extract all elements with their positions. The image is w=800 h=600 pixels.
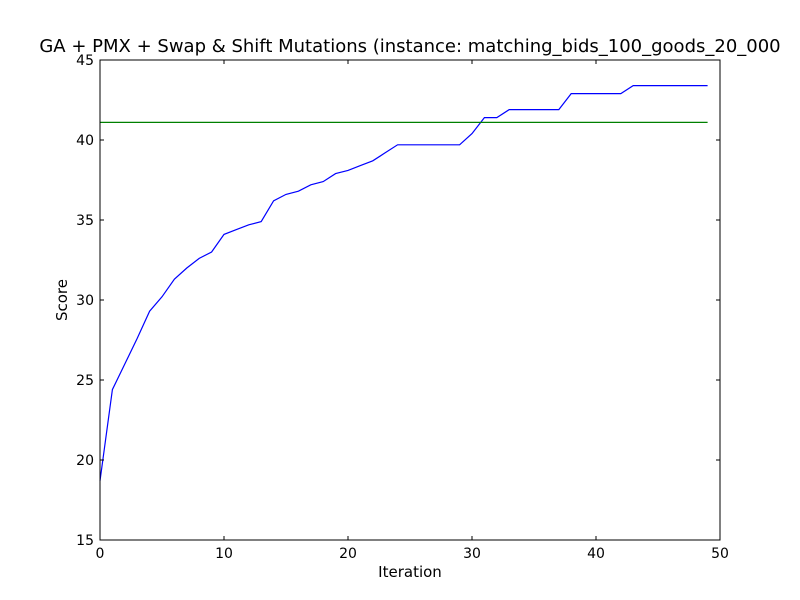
- ticks-layer: 0 10 20 30 40 50 15 20 25 30 35 40 45: [76, 53, 729, 562]
- plot-frame: [99, 59, 721, 541]
- x-tick-label: 10: [215, 546, 233, 562]
- y-tick-label: 40: [76, 133, 94, 149]
- chart-title: GA + PMX + Swap & Shift Mutations (insta…: [39, 36, 780, 57]
- x-tick-label: 20: [339, 546, 357, 562]
- y-axis-label: Score: [53, 279, 71, 321]
- y-tick-label: 15: [76, 533, 94, 549]
- x-tick-label: 40: [587, 546, 605, 562]
- series-line-1: [99, 84, 708, 481]
- y-tick-label: 35: [76, 213, 94, 229]
- x-tick-label: 50: [711, 546, 729, 562]
- series-layer: [99, 84, 708, 481]
- y-tick-label: 30: [76, 293, 94, 309]
- x-tick-label: 30: [463, 546, 481, 562]
- x-axis-label: Iteration: [378, 563, 442, 581]
- x-tick-label: 0: [96, 546, 105, 562]
- y-tick-label: 25: [76, 373, 94, 389]
- y-tick-label: 45: [76, 53, 94, 69]
- y-tick-label: 20: [76, 453, 94, 469]
